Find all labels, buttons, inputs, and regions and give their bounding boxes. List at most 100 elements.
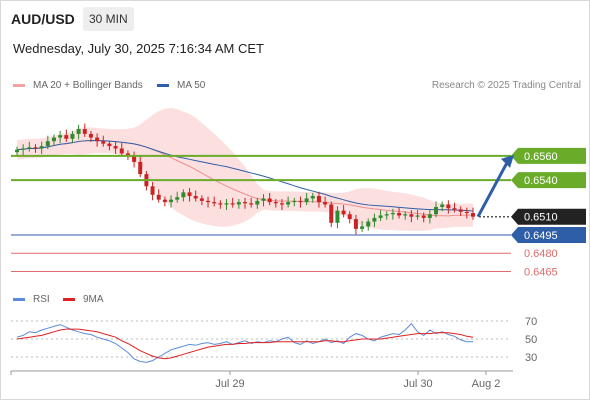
candle-body — [169, 199, 174, 203]
candle-body — [218, 203, 223, 205]
candle-body — [187, 192, 192, 196]
candle — [243, 197, 247, 209]
candle-body — [101, 141, 106, 144]
candle-body — [156, 194, 161, 200]
candle-body — [446, 204, 451, 209]
candle-body — [76, 129, 81, 134]
candle-body — [335, 210, 340, 223]
candle-body — [384, 214, 389, 216]
candle-body — [304, 198, 309, 203]
candle — [101, 135, 106, 147]
candle-body — [310, 196, 315, 199]
candle-body — [323, 202, 328, 205]
candle — [33, 144, 38, 153]
candle — [273, 199, 278, 208]
price-tag — [511, 208, 586, 225]
candle-body — [458, 209, 463, 212]
chart-datetime: Wednesday, July 30, 2025 7:16:34 AM CET — [13, 41, 264, 56]
price-label: 0.6495 — [524, 230, 558, 242]
candle-body — [206, 200, 211, 203]
rsi-line — [16, 322, 473, 363]
candle-body — [21, 148, 26, 150]
candle — [162, 196, 167, 207]
price-label: 0.6480 — [524, 248, 558, 260]
candle-body — [113, 146, 118, 149]
candle — [286, 196, 291, 208]
candle-body — [471, 213, 475, 217]
candle — [298, 196, 303, 208]
candle — [175, 191, 180, 203]
candle-body — [279, 203, 284, 205]
candle — [218, 200, 223, 209]
candle-body — [427, 214, 432, 218]
candle — [88, 130, 93, 142]
rsi-tick-label: 50 — [525, 334, 537, 346]
legend-ma50: MA 50 — [157, 80, 205, 91]
candle-body — [421, 215, 426, 218]
legend-9ma: 9MA — [63, 294, 104, 305]
x-tick-label: Jul 30 — [403, 378, 432, 390]
timeframe-badge[interactable]: 30 MIN — [83, 7, 134, 31]
candle — [347, 211, 352, 224]
x-tick-label: Jul 29 — [215, 378, 244, 390]
candle — [107, 140, 112, 151]
candle — [316, 191, 321, 208]
candle-body — [181, 192, 186, 198]
candle-body — [193, 196, 198, 199]
candle-body — [51, 137, 56, 142]
candle — [224, 199, 229, 210]
legend-ma20: MA 20 + Bollinger Bands — [13, 80, 143, 91]
candle-body — [378, 215, 383, 218]
candle-body — [45, 141, 50, 147]
candle-body — [236, 202, 241, 205]
candle-body — [434, 206, 439, 215]
candle-body — [372, 217, 377, 222]
candle-body — [125, 153, 130, 156]
candle — [440, 201, 445, 212]
candle-body — [273, 202, 278, 204]
candle — [403, 211, 408, 220]
candle — [471, 207, 475, 220]
candle — [206, 196, 211, 208]
candle — [193, 190, 198, 202]
candle — [341, 205, 346, 218]
candle — [64, 129, 69, 142]
candle — [427, 210, 432, 224]
price-tag — [511, 172, 586, 189]
candle — [353, 214, 358, 235]
candle-body — [175, 197, 180, 200]
candle-body — [95, 137, 100, 142]
candle — [58, 130, 63, 144]
candle — [76, 124, 81, 140]
candle-body — [440, 204, 445, 207]
candle-body — [267, 198, 272, 203]
candle — [329, 201, 334, 228]
ma20-swatch — [13, 84, 25, 87]
candle — [45, 135, 50, 150]
bollinger-band — [17, 108, 473, 231]
candle — [415, 210, 420, 220]
candle-body — [82, 129, 87, 134]
candle-body — [286, 202, 291, 205]
candle — [27, 141, 32, 152]
rsi-tick-label: 70 — [525, 316, 537, 328]
candle — [323, 196, 328, 208]
candle — [138, 156, 143, 178]
forecast-arrow — [476, 160, 510, 218]
symbol-title: AUD/USD — [11, 11, 75, 27]
candle — [310, 192, 315, 203]
candle-body — [329, 204, 334, 223]
candle — [236, 199, 241, 209]
candle-body — [39, 146, 44, 149]
candle — [82, 123, 87, 137]
candle-body — [316, 196, 321, 203]
candle-body — [255, 200, 260, 205]
candle — [249, 197, 254, 208]
candle — [255, 197, 260, 209]
candle — [212, 196, 217, 207]
candle — [39, 141, 44, 154]
candle-body — [64, 135, 69, 139]
candle — [261, 194, 266, 207]
candle-body — [298, 200, 303, 203]
